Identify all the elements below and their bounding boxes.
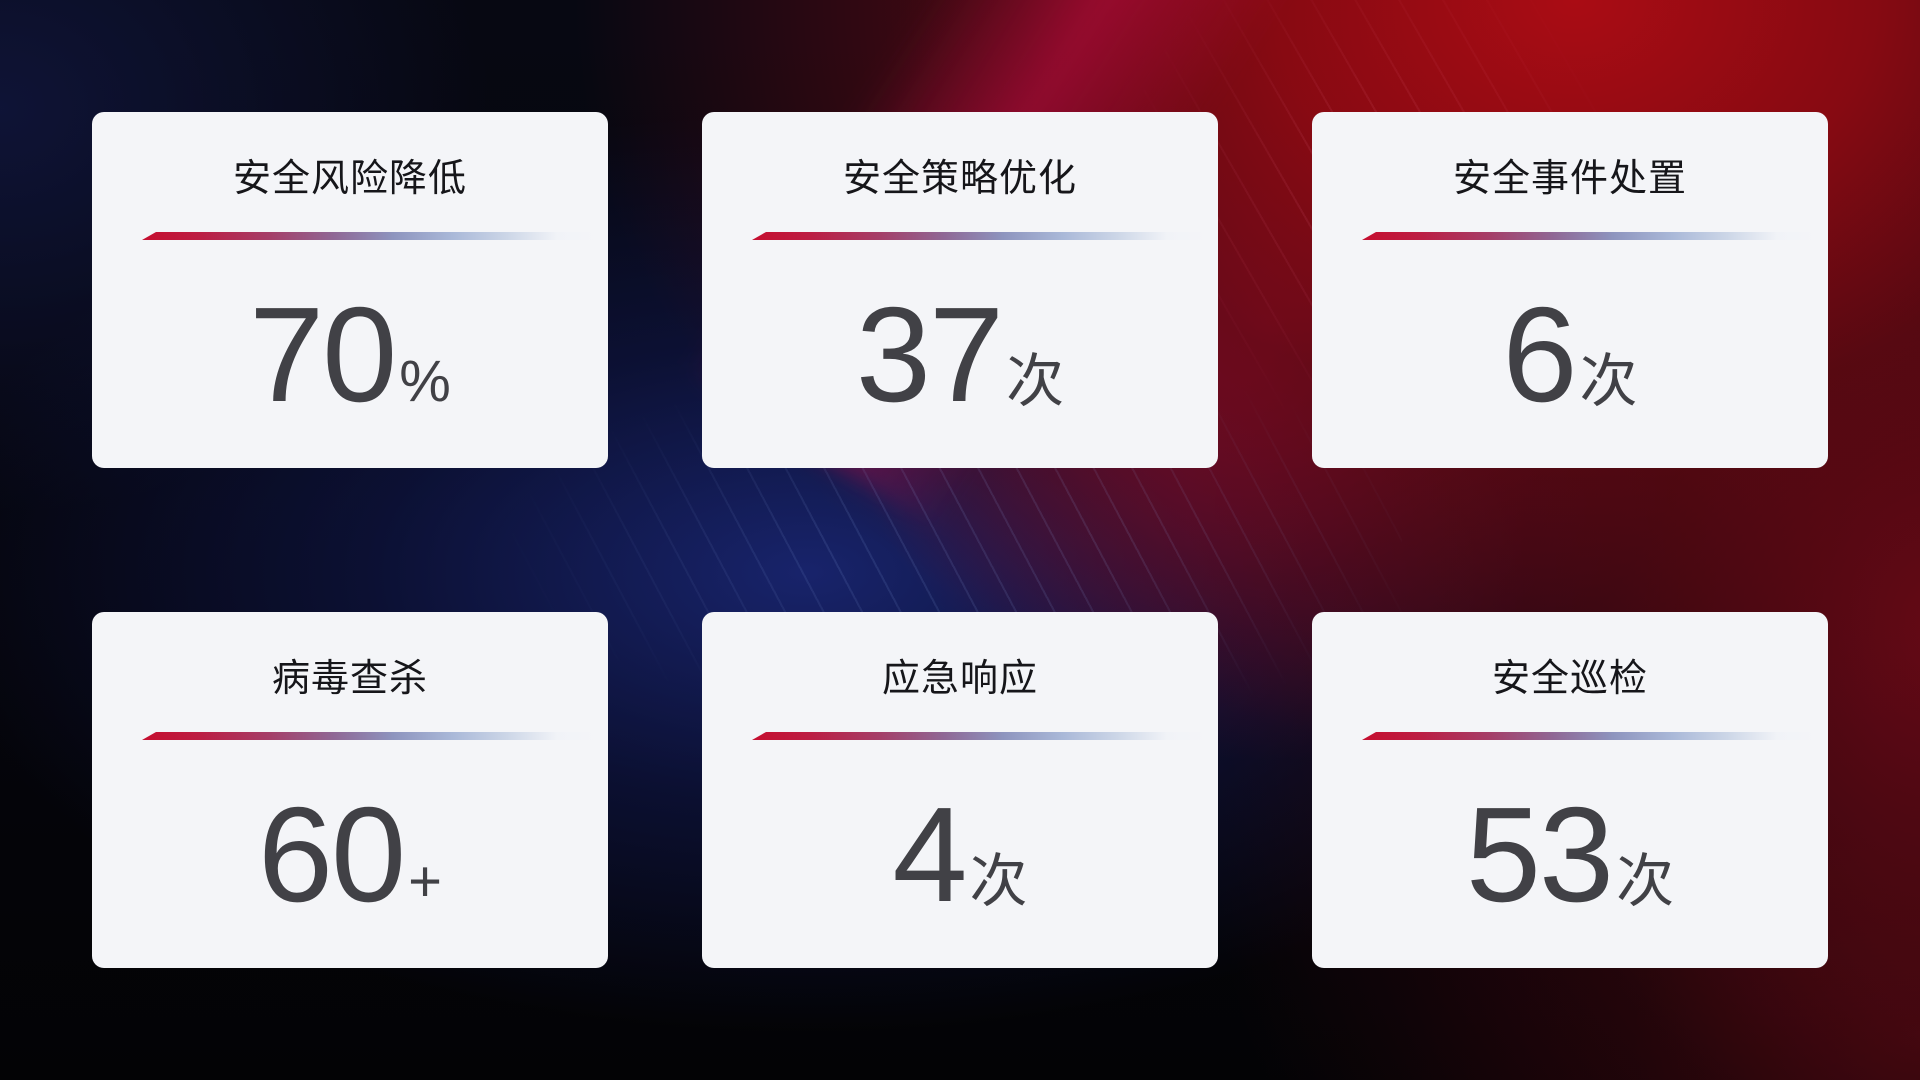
stat-card-security-policy-optimization: 安全策略优化 37次 — [702, 112, 1218, 468]
value-number: 6 — [1502, 278, 1577, 430]
card-title: 病毒查杀 — [271, 658, 428, 700]
stat-card-security-incident-handling: 安全事件处置 6次 — [1312, 112, 1828, 468]
card-title: 应急响应 — [881, 658, 1038, 700]
stat-card-virus-scan: 病毒查杀 60+ — [92, 612, 608, 968]
card-title: 安全巡检 — [1491, 658, 1648, 700]
gradient-divider — [142, 232, 598, 240]
card-value: 4次 — [892, 787, 1027, 922]
card-value: 6次 — [1502, 287, 1637, 422]
card-value-row: 6次 — [1312, 240, 1828, 468]
card-value-row: 70% — [92, 240, 608, 468]
card-title: 安全风险降低 — [232, 158, 467, 200]
stat-card-emergency-response: 应急响应 4次 — [702, 612, 1218, 968]
value-suffix: 次 — [1579, 348, 1638, 414]
value-suffix: % — [399, 348, 451, 414]
card-value-row: 4次 — [702, 740, 1218, 968]
stat-card-security-risk-reduction: 安全风险降低 70% — [92, 112, 608, 468]
value-number: 53 — [1465, 778, 1614, 930]
card-value-row: 53次 — [1312, 740, 1828, 968]
value-suffix: 次 — [1616, 848, 1675, 914]
value-suffix: 次 — [969, 848, 1028, 914]
card-value: 37次 — [856, 287, 1064, 422]
card-value-row: 37次 — [702, 240, 1218, 468]
stat-card-security-inspection: 安全巡检 53次 — [1312, 612, 1828, 968]
card-value: 53次 — [1466, 787, 1674, 922]
card-value: 60+ — [258, 787, 442, 922]
value-suffix: + — [408, 848, 443, 914]
gradient-divider — [752, 232, 1208, 240]
card-value-row: 60+ — [92, 740, 608, 968]
card-title: 安全策略优化 — [842, 158, 1077, 200]
gradient-divider — [1362, 232, 1818, 240]
gradient-divider — [752, 732, 1208, 740]
card-value: 70% — [249, 287, 451, 422]
gradient-divider — [1362, 732, 1818, 740]
card-title: 安全事件处置 — [1452, 158, 1687, 200]
gradient-divider — [142, 732, 598, 740]
value-number: 70 — [249, 278, 397, 430]
value-number: 4 — [892, 778, 967, 930]
value-suffix: 次 — [1006, 348, 1065, 414]
value-number: 60 — [257, 778, 406, 930]
value-number: 37 — [855, 278, 1004, 430]
